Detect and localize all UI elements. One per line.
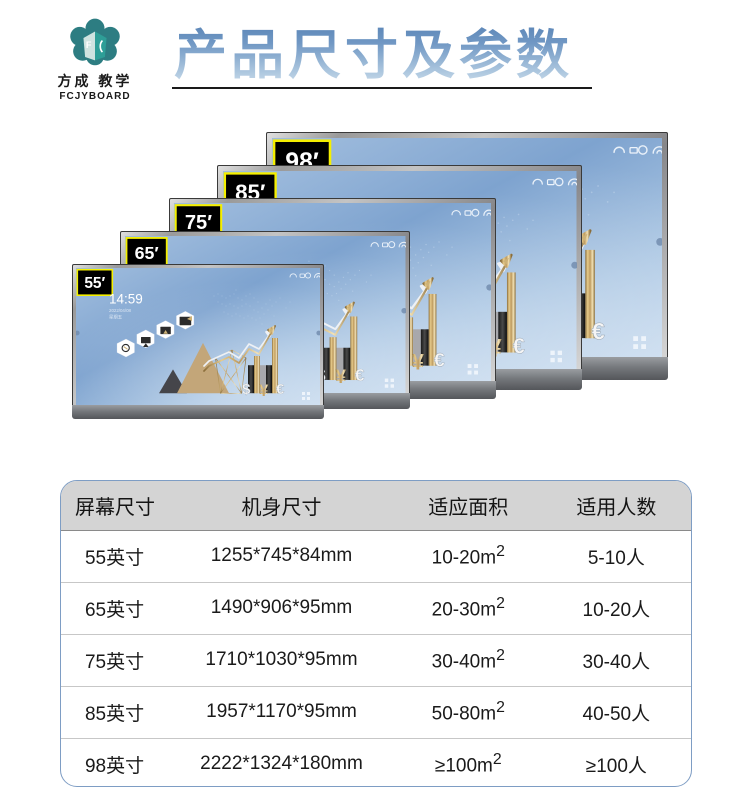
svg-text:€: € xyxy=(592,318,605,345)
svg-text:€: € xyxy=(434,350,445,372)
svg-text:$: $ xyxy=(242,381,251,398)
svg-text:€: € xyxy=(355,364,365,384)
svg-text:¥: ¥ xyxy=(412,349,425,374)
svg-text:¥: ¥ xyxy=(335,366,346,388)
svg-text:¥: ¥ xyxy=(259,381,269,400)
svg-text:2022/04/08: 2022/04/08 xyxy=(109,308,132,313)
svg-text:€: € xyxy=(276,381,285,398)
svg-text:14:59: 14:59 xyxy=(109,292,143,307)
svg-text:€: € xyxy=(513,333,525,358)
svg-text:55′: 55′ xyxy=(84,275,105,292)
svg-text:65′: 65′ xyxy=(135,242,159,262)
